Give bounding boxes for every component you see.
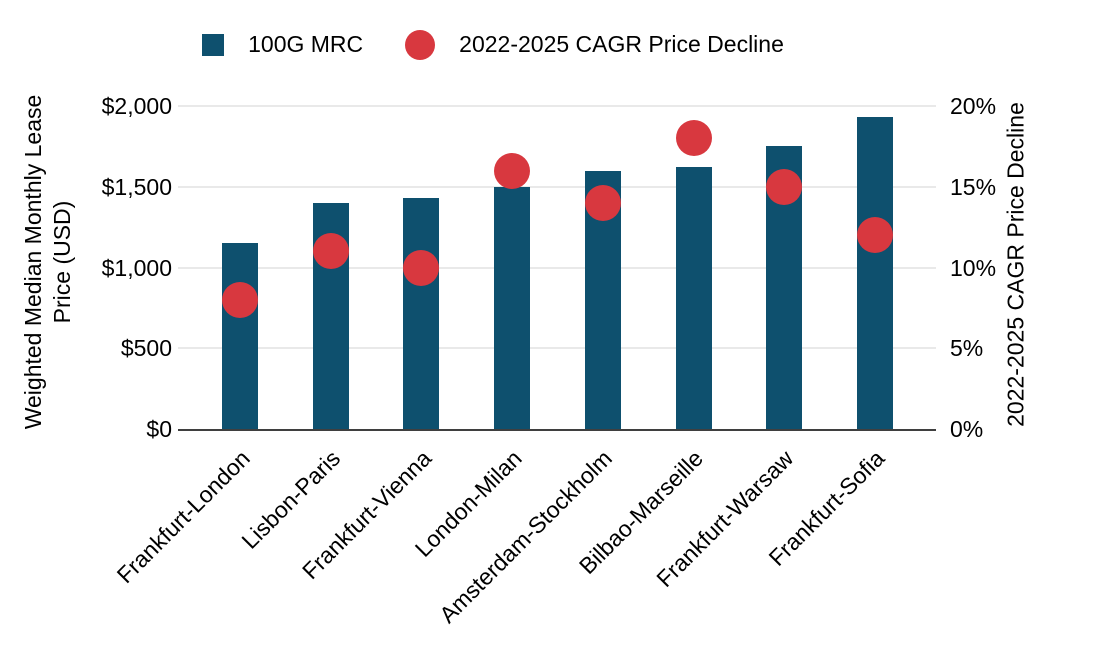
left-axis-tick: $1,500: [101, 173, 172, 200]
legend: 100G MRC 2022-2025 CAGR Price Decline: [0, 30, 1100, 60]
bar-frankfurt-vienna: [403, 198, 440, 429]
left-axis-tick: $1,000: [101, 254, 172, 281]
gridline: [178, 105, 936, 107]
bar-frankfurt-london: [222, 243, 258, 429]
gridline: [178, 185, 936, 188]
legend-item-cagr: 2022-2025 CAGR Price Decline: [405, 30, 784, 60]
plot-area: [178, 105, 936, 431]
dot-lisbon-paris: [312, 233, 349, 270]
right-axis-tick: 10%: [950, 254, 997, 281]
right-axis-tick: 15%: [950, 173, 997, 200]
x-label-frankfurt-london: Frankfurt-London: [111, 445, 255, 589]
bar-frankfurt-sofia: [856, 117, 893, 429]
dot-london-milan: [494, 152, 531, 189]
legend-item-100g-mrc: 100G MRC: [202, 31, 363, 59]
dot-frankfurt-warsaw: [766, 168, 803, 205]
left-axis-tick: $2,000: [101, 93, 172, 119]
x-label-amsterdam-stockholm: Amsterdam-Stockholm: [434, 445, 618, 628]
right-axis-tick: 0%: [950, 416, 984, 442]
bar-bilbao-marseille: [675, 167, 712, 429]
left-axis-tick: $0: [146, 416, 172, 442]
right-axis-tick: 20%: [950, 93, 997, 119]
legend-label-100g-mrc: 100G MRC: [248, 31, 364, 58]
bar-london-milan: [494, 186, 531, 429]
dot-amsterdam-stockholm: [584, 184, 621, 221]
dot-frankfurt-vienna: [403, 249, 440, 286]
bar-series-swatch-icon: [202, 34, 225, 56]
dot-series-swatch-icon: [405, 30, 436, 60]
dot-frankfurt-london: [222, 281, 258, 318]
dot-bilbao-marseille: [675, 120, 712, 157]
right-axis-tick: 5%: [950, 335, 984, 362]
left-axis-tick: $500: [120, 335, 172, 362]
gridline: [178, 347, 936, 350]
dot-frankfurt-sofia: [856, 217, 893, 254]
legend-label-cagr: 2022-2025 CAGR Price Decline: [459, 31, 784, 58]
gridline: [178, 266, 936, 269]
